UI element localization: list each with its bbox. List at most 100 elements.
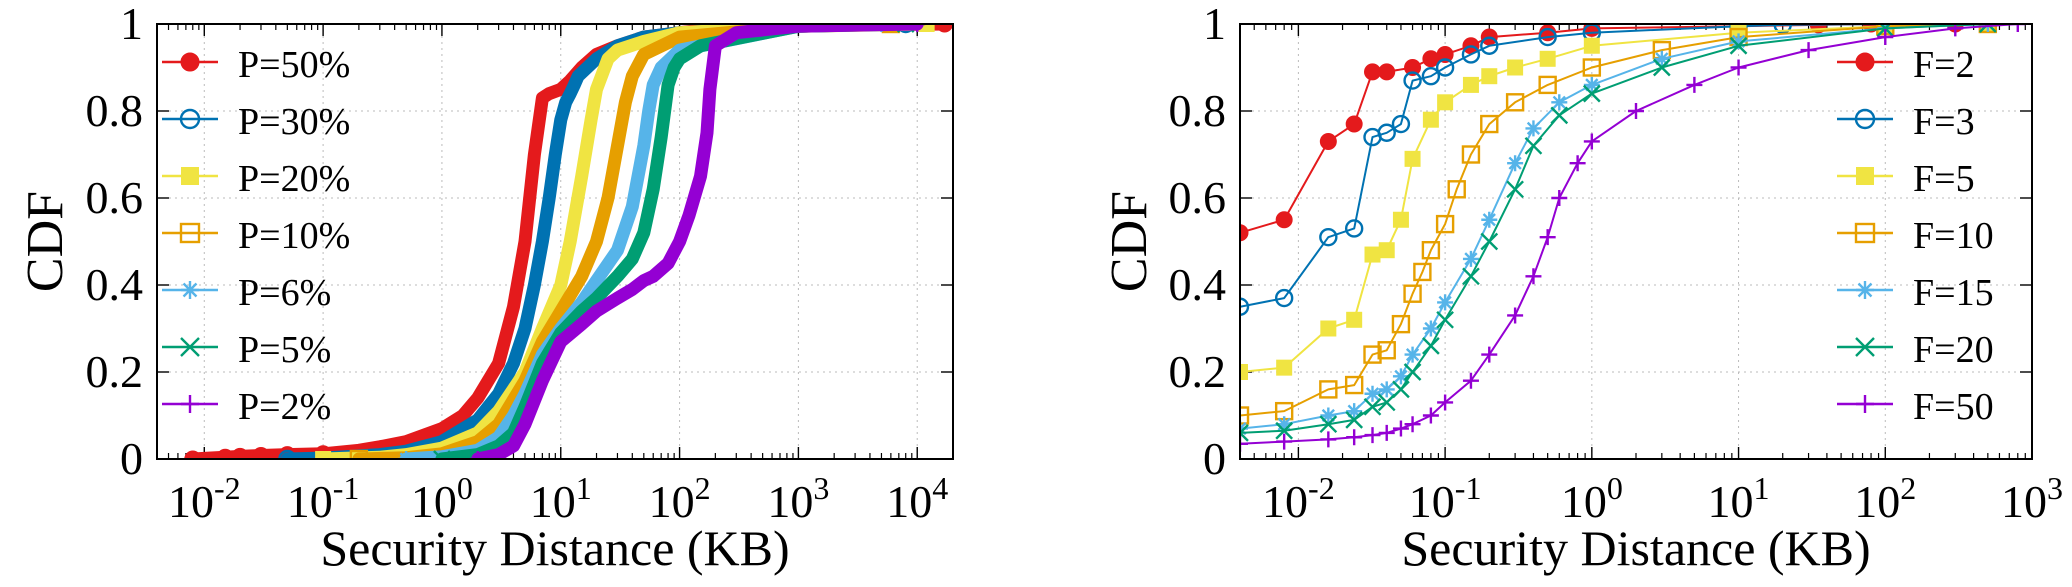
legend-label: F=3 — [1913, 101, 1975, 143]
data-point — [1422, 407, 1439, 424]
data-point — [1652, 58, 1671, 77]
y-tick-label: 0.2 — [86, 346, 144, 397]
data-point — [1421, 66, 1441, 86]
data-point — [349, 449, 369, 459]
tick-base: 10 — [767, 476, 813, 527]
tick-exponent: 0 — [1607, 470, 1623, 506]
data-point — [881, 24, 901, 34]
tick-exponent: 4 — [932, 470, 948, 506]
legend-item: F=50 — [1837, 386, 1994, 428]
y-tick-label: 0 — [120, 433, 143, 484]
series-F=10 — [1240, 24, 1998, 425]
legend-marker — [179, 222, 201, 244]
y-tick-label: 0 — [1203, 433, 1226, 484]
x-tick-label: 101 — [530, 470, 592, 527]
legend-marker — [1854, 222, 1876, 244]
y-tick-label: 0.6 — [1169, 172, 1227, 223]
data-point — [1877, 29, 1894, 46]
data-point — [1403, 363, 1422, 381]
data-point — [1320, 407, 1337, 424]
data-point — [1404, 346, 1421, 363]
legend-label: P=20% — [238, 158, 350, 200]
legend-label: P=30% — [238, 101, 350, 143]
data-point — [1628, 103, 1644, 119]
tick-base: 10 — [1262, 476, 1308, 527]
y-tick-label: 0.4 — [1169, 259, 1227, 310]
data-point — [1876, 24, 1895, 38]
data-point — [1276, 359, 1293, 376]
tick-base: 10 — [168, 476, 214, 527]
series-F=5 — [1240, 24, 1996, 380]
data-point — [1437, 94, 1454, 111]
legend-item: P=10% — [162, 215, 350, 257]
series-line — [1240, 24, 1989, 417]
data-point — [1276, 433, 1293, 450]
data-point — [1274, 288, 1294, 308]
legend-marker — [180, 52, 200, 72]
data-point — [1345, 411, 1364, 429]
data-point — [1422, 337, 1440, 355]
legend-item: F=15 — [1837, 272, 1994, 314]
tick-exponent: -2 — [1308, 470, 1335, 506]
data-point — [1344, 375, 1364, 395]
data-point — [909, 24, 926, 32]
data-point — [1481, 346, 1498, 363]
data-point — [1392, 380, 1410, 399]
data-point — [1319, 380, 1338, 399]
tick-base: 10 — [2001, 476, 2047, 527]
data-point — [1346, 429, 1363, 446]
data-point — [1404, 59, 1422, 76]
data-point — [1462, 76, 1479, 93]
x-tick-label: 10-2 — [168, 470, 241, 527]
tick-base: 10 — [287, 476, 333, 527]
tick-base: 10 — [649, 476, 695, 527]
tick-exponent: 2 — [695, 470, 711, 506]
legend: P=50% P=30% P=20% P=10% P=6% P=5% P=2% — [162, 44, 350, 428]
legend-marker — [181, 167, 199, 185]
tick-exponent: -1 — [333, 470, 360, 506]
y-tick-label: 1 — [120, 0, 143, 49]
legend-label: P=5% — [238, 329, 331, 371]
y-tick-label: 0.8 — [86, 85, 144, 136]
data-point — [1462, 267, 1480, 286]
data-point — [1404, 416, 1421, 433]
data-point — [1729, 36, 1748, 55]
legend-label: P=6% — [238, 272, 331, 314]
data-point — [216, 448, 234, 459]
x-tick-label: 102 — [649, 470, 711, 527]
tick-exponent: 2 — [1900, 470, 1916, 506]
data-point — [1320, 431, 1337, 448]
legend-marker — [181, 281, 199, 299]
data-point — [1363, 397, 1382, 416]
x-axis-label: Security Distance (KB) — [1401, 520, 1870, 576]
tick-exponent: 3 — [813, 470, 829, 506]
data-point — [1240, 435, 1248, 452]
data-point — [1422, 320, 1439, 337]
data-point — [1480, 232, 1499, 251]
tick-base: 10 — [1854, 476, 1900, 527]
tick-base: 10 — [530, 476, 576, 527]
tick-base: 10 — [886, 476, 932, 527]
data-point — [252, 447, 270, 459]
data-point — [1947, 24, 1964, 37]
legend-item: P=30% — [162, 101, 350, 143]
series-layer — [1240, 24, 2026, 452]
tick-base: 10 — [411, 476, 457, 527]
data-point — [1730, 33, 1747, 50]
data-point — [1240, 424, 1249, 442]
data-point — [1481, 211, 1498, 228]
series-F=50 — [1240, 24, 2026, 452]
data-point — [1525, 120, 1542, 137]
data-point — [1978, 24, 1997, 33]
data-point — [1344, 219, 1364, 238]
data-point — [1392, 211, 1409, 228]
data-point — [1583, 37, 1600, 54]
legend-label: F=10 — [1913, 215, 1994, 257]
data-point — [433, 450, 451, 459]
legend-label: F=2 — [1913, 44, 1975, 86]
legend-item: P=50% — [162, 44, 350, 86]
x-tick-label: 10-1 — [287, 470, 360, 527]
data-point — [1435, 214, 1455, 234]
data-point — [1240, 364, 1248, 380]
